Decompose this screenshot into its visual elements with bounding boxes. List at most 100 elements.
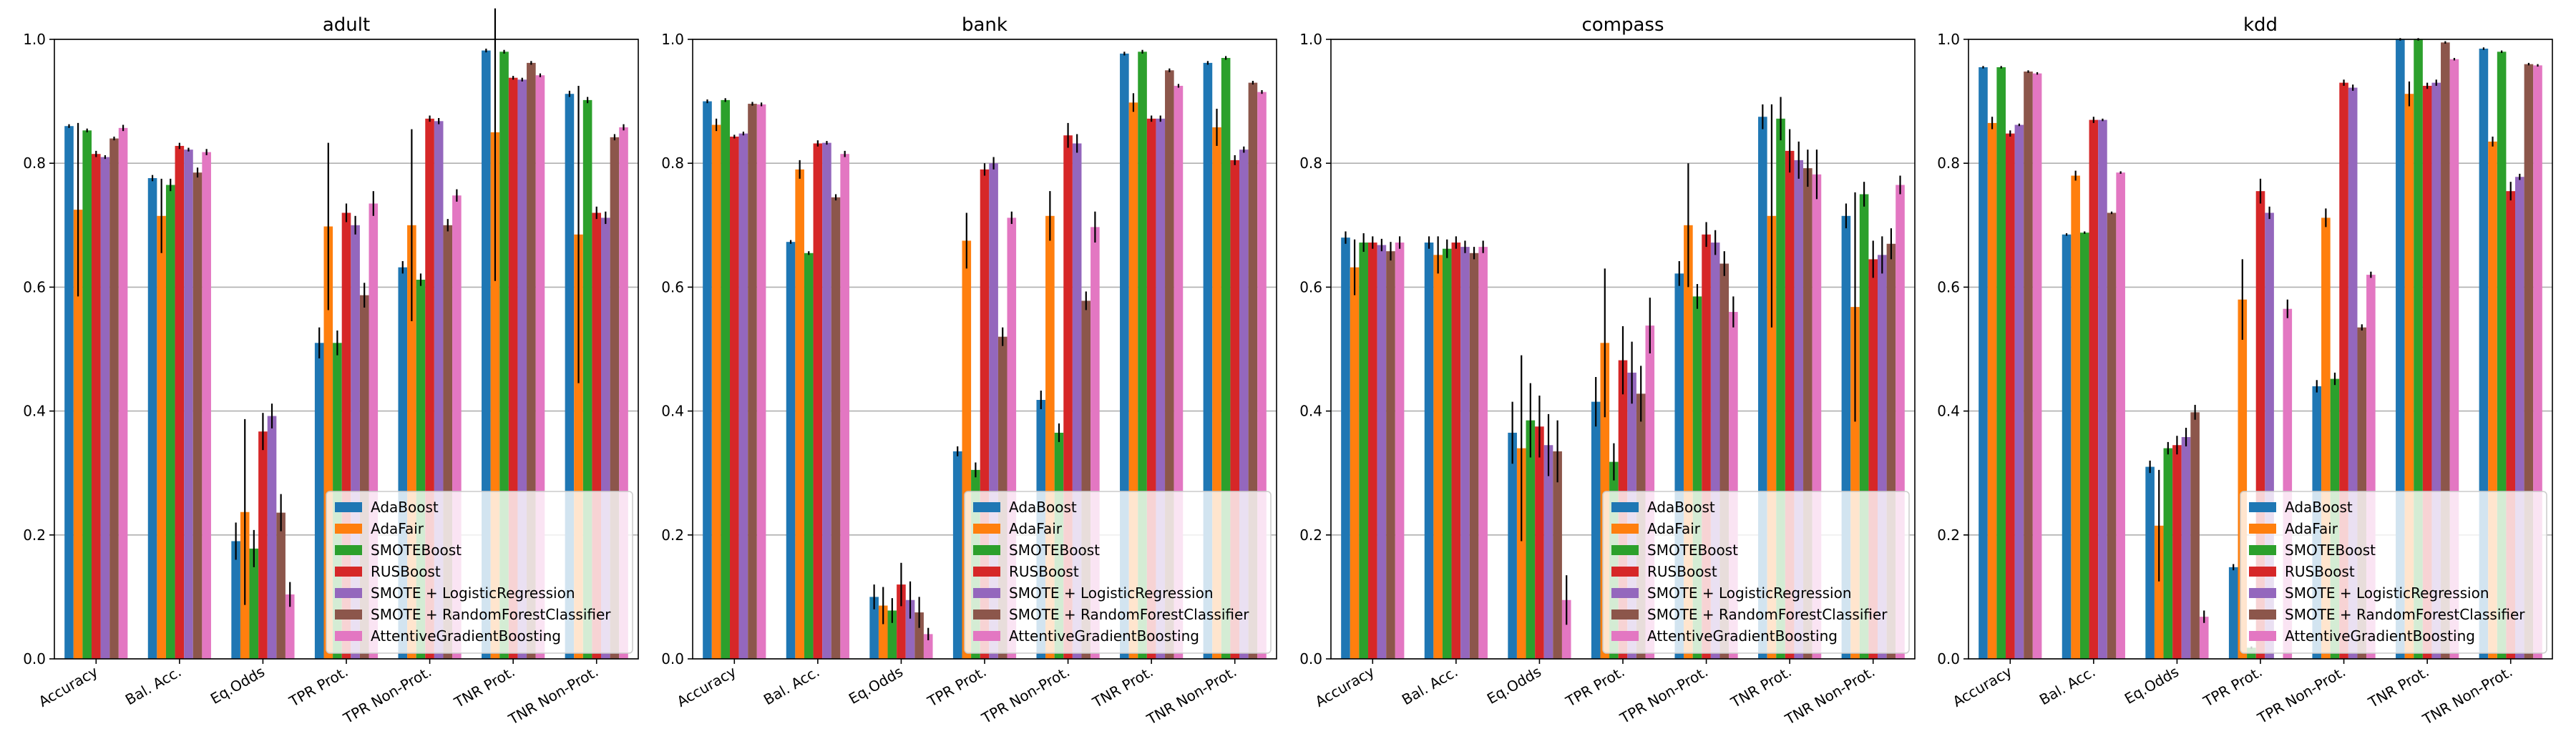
x-tick-label: TPR Prot.: [2200, 663, 2265, 711]
legend-label: AdaBoost: [1647, 499, 1715, 516]
legend-label: SMOTE + LogisticRegression: [1647, 584, 1852, 602]
x-tick-label: Accuracy: [1950, 662, 2015, 710]
bar-adult-0-0: [64, 126, 74, 660]
bar-kdd-2-6: [2199, 617, 2209, 659]
bar-bank-2-1: [878, 605, 888, 659]
bar-compass-0-1: [1350, 267, 1360, 659]
legend-label: RUSBoost: [1009, 563, 1079, 580]
bar-compass-1-0: [1424, 243, 1434, 660]
bar-kdd-1-4: [2098, 119, 2107, 659]
bar-compass-2-2: [1526, 420, 1536, 659]
x-tick-label: Accuracy: [36, 662, 101, 710]
legend-swatch: [1611, 631, 1639, 641]
legend-label: AdaFair: [2285, 520, 2338, 537]
bar-kdd-1-5: [2107, 212, 2117, 660]
x-tick-label: Bal. Acc.: [2036, 663, 2098, 709]
bar-adult-2-6: [285, 594, 295, 659]
y-tick-label: 0.2: [1299, 527, 1322, 544]
bar-bank-1-5: [831, 197, 841, 660]
bar-adult-1-1: [157, 215, 166, 659]
bar-kdd-2-1: [2154, 525, 2164, 659]
bar-compass-2-5: [1553, 451, 1562, 659]
bar-kdd-0-2: [1996, 67, 2006, 660]
legend-swatch: [2249, 631, 2276, 641]
bar-adult-2-5: [276, 512, 286, 659]
y-tick-label: 1.0: [1937, 31, 1960, 48]
legend-swatch: [2249, 609, 2276, 620]
bar-bank-0-0: [703, 101, 712, 660]
x-tick-label: TNR Non-Prot.: [2419, 663, 2516, 729]
legend-label: AttentiveGradientBoosting: [2285, 627, 2475, 645]
x-tick-label: Eq.Odds: [208, 663, 268, 708]
legend-label: SMOTEBoost: [1647, 542, 1738, 559]
bar-bank-1-6: [840, 154, 849, 659]
legend-label: SMOTEBoost: [1009, 542, 1100, 559]
y-tick-label: 0.4: [1299, 403, 1322, 420]
bar-kdd-2-0: [2145, 466, 2155, 659]
bar-kdd-3-0: [2228, 567, 2238, 659]
legend-swatch: [335, 567, 362, 577]
bar-adult-0-6: [118, 127, 128, 659]
y-tick-label: 0.6: [1299, 278, 1322, 295]
bar-bank-2-2: [887, 610, 897, 659]
x-tick-label: Eq.Odds: [2122, 663, 2182, 708]
y-tick-label: 0.2: [1937, 527, 1960, 544]
bar-kdd-0-4: [2014, 124, 2024, 659]
bar-kdd-1-2: [2079, 232, 2089, 659]
x-tick-label: TNR Non-Prot.: [505, 663, 602, 729]
bar-bank-2-0: [869, 597, 879, 659]
bar-kdd-0-6: [2032, 73, 2042, 659]
x-tick-label: TPR Non-Prot.: [340, 663, 434, 728]
legend-swatch: [335, 545, 362, 555]
bar-kdd-1-3: [2089, 119, 2099, 659]
legend-swatch: [973, 502, 1000, 512]
bar-bank-2-5: [914, 612, 924, 659]
x-tick-label: Eq.Odds: [846, 663, 906, 708]
legend-swatch: [1611, 609, 1639, 620]
bar-bank-2-3: [897, 584, 906, 659]
bar-compass-0-3: [1367, 243, 1377, 660]
legend-label: AttentiveGradientBoosting: [371, 627, 561, 645]
bar-compass-2-4: [1543, 445, 1553, 659]
subplot-adult: adult 0.0 0.2 0.4 0.6 0.8 1.0 Accuracy Bal. Acc.…: [23, 8, 639, 729]
y-tick-label: 0.6: [661, 278, 684, 295]
legend-label: AdaFair: [371, 520, 424, 537]
bar-adult-0-5: [109, 138, 119, 659]
legend-swatch: [1611, 524, 1639, 534]
x-tick-label: Eq.Odds: [1484, 663, 1544, 708]
legend-swatch: [335, 609, 362, 620]
legend-label: SMOTE + RandomForestClassifier: [2285, 606, 2525, 623]
bar-adult-2-0: [231, 541, 240, 659]
legend-label: SMOTE + LogisticRegression: [371, 584, 575, 602]
bar-compass-1-5: [1469, 253, 1479, 659]
bar-kdd-1-1: [2071, 175, 2080, 659]
bar-compass-0-2: [1359, 243, 1368, 660]
bar-compass-3-0: [1591, 401, 1601, 659]
bar-bank-0-6: [756, 104, 766, 659]
bar-kdd-0-3: [2005, 133, 2015, 659]
legend: AdaBoost AdaFair SMOTEBoost RUSBoost SMOTE +…: [326, 491, 633, 654]
y-tick-label: 0.8: [1937, 155, 1960, 172]
legend-label: AdaBoost: [371, 499, 439, 516]
bar-adult-0-4: [100, 157, 110, 660]
y-tick-label: 0.0: [1299, 650, 1322, 667]
y-tick-label: 0.4: [661, 403, 684, 420]
legend-swatch: [1611, 588, 1639, 598]
bar-adult-3-0: [314, 343, 324, 659]
bar-kdd-2-5: [2190, 412, 2200, 659]
bar-adult-2-4: [267, 416, 277, 659]
legend-swatch: [973, 567, 1000, 577]
bar-bank-1-3: [813, 143, 823, 659]
bar-kdd-1-0: [2062, 234, 2072, 659]
bar-adult-2-2: [249, 548, 259, 659]
panel-title: adult: [323, 14, 370, 36]
legend-label: SMOTE + RandomForestClassifier: [1009, 606, 1249, 623]
y-tick-label: 0.6: [23, 278, 46, 295]
legend-swatch: [973, 524, 1000, 534]
bar-bank-0-1: [711, 124, 721, 659]
bar-adult-0-3: [91, 154, 101, 659]
bar-compass-2-3: [1535, 426, 1544, 659]
panel-title: compass: [1581, 14, 1664, 36]
legend-swatch: [1611, 567, 1639, 577]
x-tick-label: TNR Prot.: [1089, 663, 1156, 712]
